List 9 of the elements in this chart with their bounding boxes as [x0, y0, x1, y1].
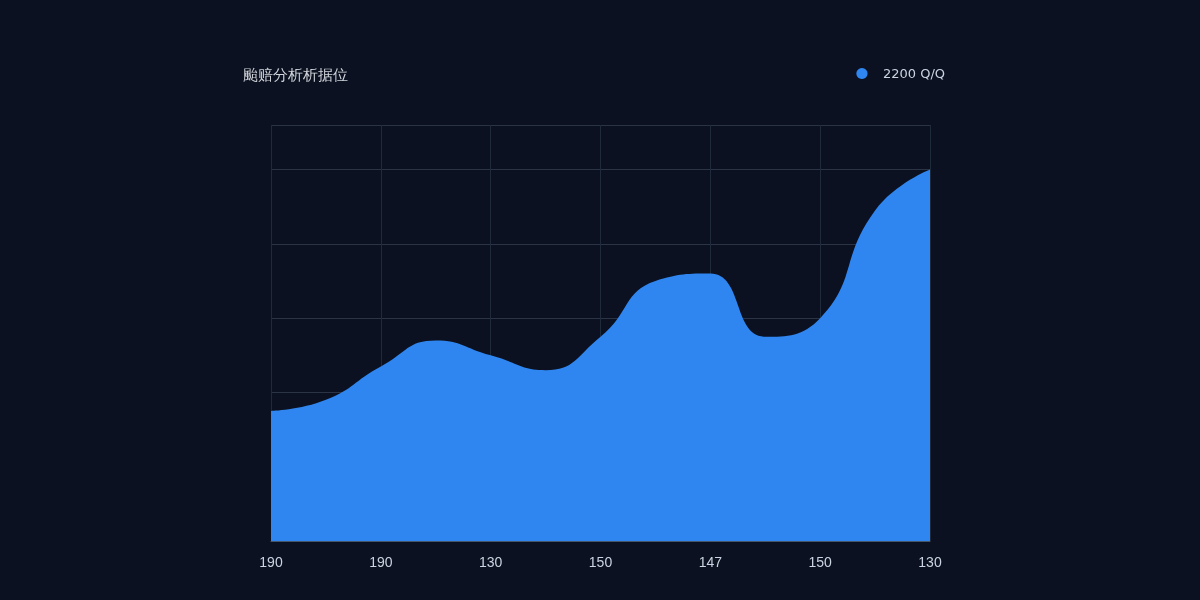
x-tick-label: 150: [808, 554, 833, 570]
x-tick-label: 130: [478, 554, 503, 570]
x-tick-label: 190: [259, 554, 283, 570]
x-tick-label: 130: [918, 554, 942, 570]
x-tick-label: 190: [369, 554, 393, 570]
chart-title: 颱赔分析析据位: [243, 65, 348, 84]
x-tick-label: 147: [698, 554, 723, 570]
legend-label: 2200 Q/Q: [882, 66, 945, 81]
x-tick-label: 150: [588, 554, 613, 570]
